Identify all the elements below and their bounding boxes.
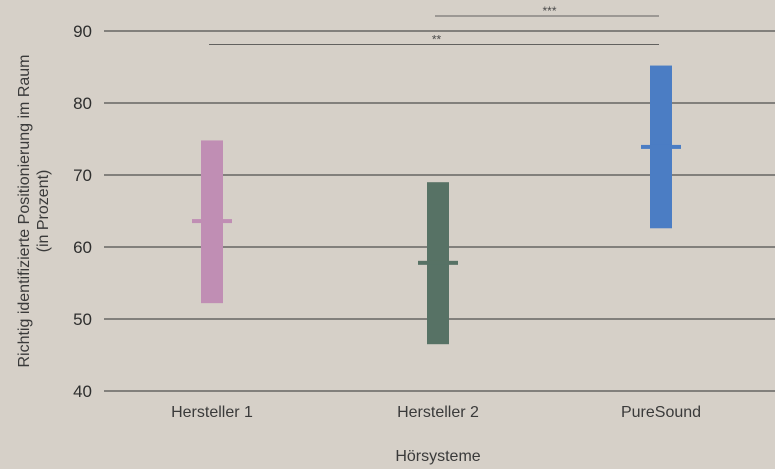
x-category-label: Hersteller 1: [171, 404, 253, 421]
mean-marker: [192, 219, 232, 224]
y-tick-label: 90: [73, 22, 92, 41]
y-tick-label: 60: [73, 238, 92, 257]
y-tick-label: 80: [73, 94, 92, 113]
significance-label: **: [432, 32, 442, 46]
x-category-labels: Hersteller 1 Hersteller 2 PureSound: [171, 404, 701, 421]
x-category-label: PureSound: [621, 404, 701, 421]
significance-brackets: *****: [209, 4, 659, 46]
y-tick-label: 40: [73, 382, 92, 401]
x-category-label: Hersteller 2: [397, 404, 479, 421]
range-bar-group: [641, 65, 681, 229]
range-bar-group: [192, 140, 232, 304]
range-bars: [192, 65, 681, 345]
x-axis-title: Hörsysteme: [395, 448, 480, 465]
range-bar-group: [418, 182, 458, 345]
y-axis-title-line1: Richtig identifizierte Positionierung im…: [16, 54, 33, 367]
significance-label: ***: [542, 4, 556, 18]
y-tick-labels: 40 50 60 70 80 90: [73, 22, 92, 401]
y-axis-title-line2: (in Prozent): [35, 170, 52, 253]
y-tick-label: 70: [73, 166, 92, 185]
mean-marker: [418, 260, 458, 265]
mean-marker: [641, 144, 681, 149]
y-tick-label: 50: [73, 310, 92, 329]
